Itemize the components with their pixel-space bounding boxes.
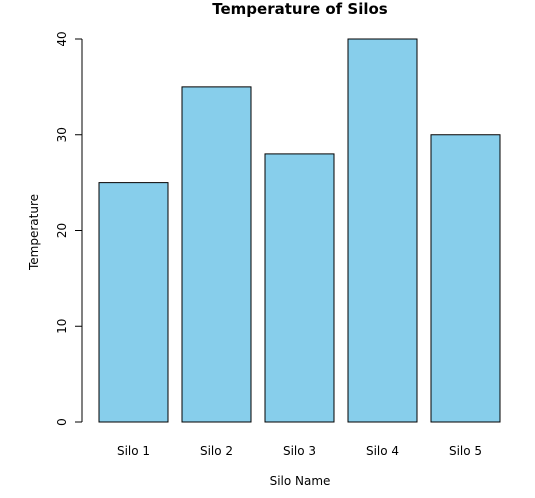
y-axis-label: Temperature xyxy=(27,194,41,271)
y-tick-label: 10 xyxy=(55,319,69,334)
x-tick-label: Silo 2 xyxy=(200,444,233,458)
bar xyxy=(98,182,169,423)
x-tick-label: Silo 3 xyxy=(283,444,316,458)
y-tick-label: 20 xyxy=(55,223,69,238)
y-axis: 0 10 20 30 40 xyxy=(55,31,83,426)
chart-title: Temperature of Silos xyxy=(212,0,388,18)
x-tick-label: Silo 5 xyxy=(449,444,482,458)
x-axis-tick-labels: Silo 1 Silo 2 Silo 3 Silo 4 Silo 5 xyxy=(117,444,482,458)
y-tick-label: 30 xyxy=(55,127,69,142)
y-tick-label: 40 xyxy=(55,31,69,46)
x-tick-label: Silo 1 xyxy=(117,444,150,458)
y-tick-label: 0 xyxy=(55,418,69,426)
x-axis-label: Silo Name xyxy=(270,474,331,488)
bar xyxy=(181,86,252,423)
bar xyxy=(264,153,335,423)
bar xyxy=(347,38,418,423)
x-tick-label: Silo 4 xyxy=(366,444,399,458)
bar xyxy=(430,134,501,423)
bars xyxy=(98,38,501,423)
